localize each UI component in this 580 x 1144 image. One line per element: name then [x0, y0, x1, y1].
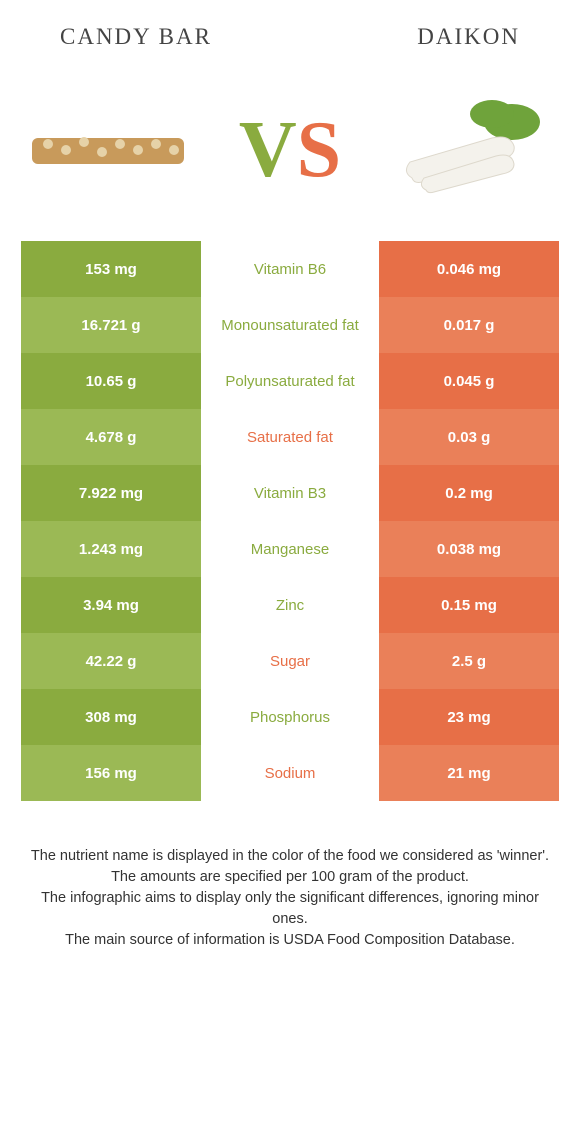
right-value: 0.038 mg — [379, 521, 559, 577]
left-value: 16.721 g — [21, 297, 201, 353]
right-food-title: DAIKON — [417, 24, 520, 50]
table-row: 4.678 gSaturated fat0.03 g — [21, 409, 559, 465]
right-value: 0.2 mg — [379, 465, 559, 521]
nutrient-name: Saturated fat — [201, 409, 379, 465]
nutrient-name: Sugar — [201, 633, 379, 689]
right-value: 0.03 g — [379, 409, 559, 465]
left-value: 156 mg — [21, 745, 201, 801]
footer-line: The nutrient name is displayed in the co… — [30, 846, 550, 867]
left-value: 7.922 mg — [21, 465, 201, 521]
comparison-table: 153 mgVitamin B60.046 mg16.721 gMonounsa… — [20, 240, 560, 802]
table-row: 16.721 gMonounsaturated fat0.017 g — [21, 297, 559, 353]
right-food-image — [392, 100, 552, 200]
nutrient-name: Monounsaturated fat — [201, 297, 379, 353]
nutrient-name: Zinc — [201, 577, 379, 633]
table-row: 3.94 mgZinc0.15 mg — [21, 577, 559, 633]
vs-label: VS — [239, 105, 341, 196]
nutrient-name: Vitamin B6 — [201, 241, 379, 297]
left-value: 3.94 mg — [21, 577, 201, 633]
right-value: 21 mg — [379, 745, 559, 801]
right-value: 2.5 g — [379, 633, 559, 689]
left-food-image — [28, 100, 188, 200]
nutrient-name: Vitamin B3 — [201, 465, 379, 521]
right-value: 0.046 mg — [379, 241, 559, 297]
nutrient-name: Manganese — [201, 521, 379, 577]
footer-notes: The nutrient name is displayed in the co… — [0, 802, 580, 951]
left-value: 308 mg — [21, 689, 201, 745]
table-row: 10.65 gPolyunsaturated fat0.045 g — [21, 353, 559, 409]
left-value: 10.65 g — [21, 353, 201, 409]
footer-line: The amounts are specified per 100 gram o… — [30, 867, 550, 888]
right-value: 0.15 mg — [379, 577, 559, 633]
vs-v: V — [239, 106, 297, 194]
nutrient-name: Phosphorus — [201, 689, 379, 745]
table-row: 308 mgPhosphorus23 mg — [21, 689, 559, 745]
left-value: 1.243 mg — [21, 521, 201, 577]
right-value: 23 mg — [379, 689, 559, 745]
left-food-title: CANDY BAR — [60, 24, 212, 50]
vs-s: S — [297, 106, 342, 194]
footer-line: The infographic aims to display only the… — [30, 888, 550, 930]
table-row: 7.922 mgVitamin B30.2 mg — [21, 465, 559, 521]
nutrient-name: Sodium — [201, 745, 379, 801]
left-value: 153 mg — [21, 241, 201, 297]
nutrient-name: Polyunsaturated fat — [201, 353, 379, 409]
table-row: 156 mgSodium21 mg — [21, 745, 559, 801]
table-row: 153 mgVitamin B60.046 mg — [21, 241, 559, 297]
right-value: 0.045 g — [379, 353, 559, 409]
table-row: 1.243 mgManganese0.038 mg — [21, 521, 559, 577]
right-value: 0.017 g — [379, 297, 559, 353]
table-row: 42.22 gSugar2.5 g — [21, 633, 559, 689]
left-value: 42.22 g — [21, 633, 201, 689]
left-value: 4.678 g — [21, 409, 201, 465]
footer-line: The main source of information is USDA F… — [30, 930, 550, 951]
